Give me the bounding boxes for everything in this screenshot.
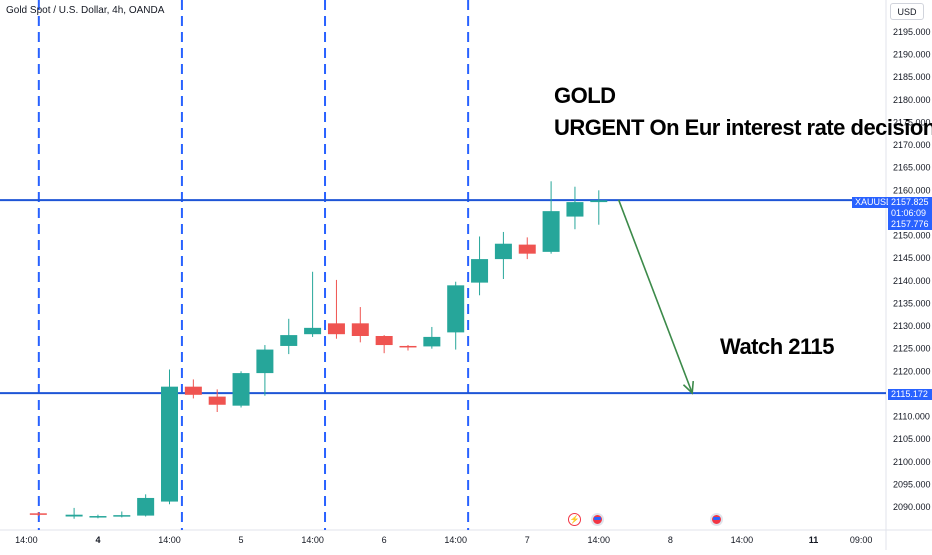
x-tick-label: 14:00 <box>301 535 324 545</box>
candle-body <box>161 386 178 502</box>
dividend-event-icon[interactable]: ⚡ <box>568 513 581 526</box>
candle-body <box>566 202 584 217</box>
y-tick-label: 2095.000 <box>893 479 931 489</box>
annotation-urgent: URGENT On Eur interest rate decision <box>554 115 932 140</box>
x-tick-label: 4 <box>95 535 100 545</box>
x-tick-label: 14:00 <box>444 535 467 545</box>
y-tick-label: 2160.000 <box>893 185 931 195</box>
us-flag-icon[interactable] <box>710 513 723 526</box>
x-tick-label: 09:00 <box>850 535 873 545</box>
x-tick-label: 8 <box>668 535 673 545</box>
candle-body <box>423 336 441 347</box>
y-tick-label: 2165.000 <box>893 163 931 173</box>
candle-body <box>399 345 417 348</box>
previous-price-tag: 2157.776 <box>888 219 932 230</box>
y-tick-label: 2110.000 <box>893 412 930 422</box>
x-tick-label: 11 <box>809 535 819 545</box>
candle-body <box>184 386 202 395</box>
y-tick-label: 2140.000 <box>893 276 931 286</box>
y-tick-label: 2195.000 <box>893 27 931 37</box>
y-tick-label: 2190.000 <box>893 50 931 60</box>
candle-body <box>137 497 155 516</box>
us-flag-icon[interactable] <box>591 513 604 526</box>
candle-body <box>256 349 274 374</box>
candle-body <box>494 243 512 260</box>
annotation-watch-level: Watch 2115 <box>720 334 835 359</box>
candle-body <box>113 515 131 517</box>
y-tick-label: 2145.000 <box>893 253 931 263</box>
symbol-title: Gold Spot / U.S. Dollar, 4h, OANDA <box>6 5 165 16</box>
candle-body <box>351 323 369 336</box>
y-tick-label: 2090.000 <box>893 502 931 512</box>
projection-arrow-head <box>682 380 695 395</box>
x-tick-label: 14:00 <box>158 535 181 545</box>
candle-body <box>327 323 345 335</box>
y-tick-label: 2185.000 <box>893 72 931 82</box>
candle-body <box>29 513 47 515</box>
y-tick-label: 2120.000 <box>893 366 931 376</box>
candle-body <box>590 200 608 203</box>
candle-body <box>447 285 465 333</box>
candle-body <box>89 516 107 518</box>
y-tick-label: 2105.000 <box>893 434 931 444</box>
y-tick-label: 2125.000 <box>893 344 931 354</box>
candle-body <box>471 259 489 283</box>
bar-countdown-tag: 01:06:09 <box>888 208 932 219</box>
candle-body <box>518 244 536 254</box>
symbol-price-tag: XAUUSD <box>852 197 893 208</box>
x-tick-label: 14:00 <box>731 535 754 545</box>
candle-body <box>280 335 298 346</box>
candle-body <box>232 373 250 406</box>
y-tick-label: 2130.000 <box>893 321 931 331</box>
x-tick-label: 7 <box>525 535 530 545</box>
y-tick-label: 2150.000 <box>893 231 931 241</box>
x-tick-label: 6 <box>382 535 387 545</box>
y-tick-label: 2135.000 <box>893 298 931 308</box>
candle-body <box>65 514 83 517</box>
candle-body <box>304 327 322 335</box>
x-tick-label: 5 <box>239 535 244 545</box>
y-tick-label: 2100.000 <box>893 457 931 467</box>
candle-body <box>375 336 393 346</box>
projection-arrow-line <box>617 199 693 394</box>
candle-body <box>542 211 560 252</box>
level-price-tag: 2115.172 <box>888 389 932 400</box>
x-tick-label: 14:00 <box>588 535 611 545</box>
current-price-tag: 2157.825 <box>888 197 932 208</box>
y-tick-label: 2170.000 <box>893 140 931 150</box>
annotation-gold: GOLD <box>554 83 616 108</box>
currency-button[interactable]: USD <box>890 3 924 20</box>
y-tick-label: 2175.000 <box>893 117 931 127</box>
y-tick-label: 2180.000 <box>893 95 931 105</box>
x-tick-label: 14:00 <box>15 535 38 545</box>
candle-body <box>208 396 226 405</box>
